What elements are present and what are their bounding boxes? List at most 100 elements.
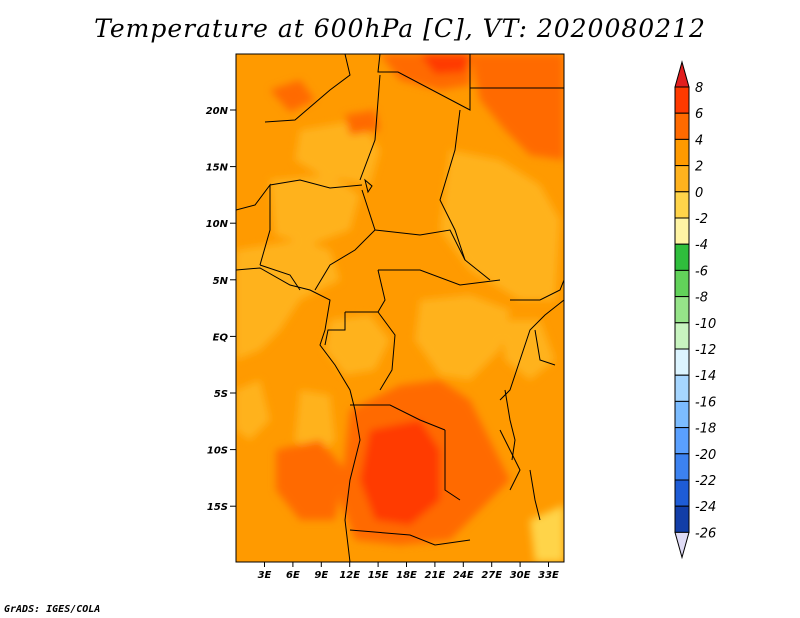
lat-tick-label: 15N [206, 163, 229, 174]
lon-tick-label: 6E [286, 570, 300, 581]
field-region-mozambique [530, 505, 564, 562]
colorbar-label: -8 [695, 291, 708, 306]
lat-tick-label: 5N [213, 276, 229, 287]
colorbar-segment [674, 86, 690, 114]
colorbar: 8 6 4 2 0 -2 -4 -6 -8 -10 -12 -14 -16 -18 -20 -22 -24 -26 [674, 60, 716, 560]
colorbar-label: 2 [695, 160, 703, 175]
field-region-egypt [470, 54, 564, 160]
field-region-nigeria [270, 175, 360, 245]
border-car-drc [378, 269, 501, 286]
latitude-axis: 20N 15N 10N 5N EQ 5S 10S 15S [206, 106, 236, 513]
colorbar-segment [674, 296, 690, 324]
lon-tick-label: 3E [258, 570, 272, 581]
colorbar-label: -6 [695, 264, 708, 279]
border-algeria-libya [264, 54, 351, 123]
field-region-north-core [420, 54, 470, 74]
colorbar-segment [674, 138, 690, 167]
border-chad-car [374, 229, 466, 261]
field-region-namibia-west [276, 440, 345, 520]
colorbar-label: -14 [695, 369, 716, 384]
border-niger-chad [359, 74, 381, 181]
colorbar-label: -12 [695, 343, 716, 358]
field-region-chad [295, 120, 380, 185]
lon-tick-label: 30E [510, 570, 531, 581]
lon-tick-label: 21E [425, 570, 446, 581]
colorbar-label: -24 [695, 500, 716, 515]
colorbar-label: -16 [695, 395, 716, 410]
temperature-field [236, 54, 564, 562]
border-niger-nigeria [269, 179, 363, 189]
field-region-west-sahel [236, 240, 340, 360]
colorbar-label: -18 [695, 422, 716, 437]
credit-label: GrADS: IGES/COLA [4, 604, 101, 615]
colorbar-segment [674, 165, 690, 193]
lake-malawi [529, 469, 541, 521]
border-cameroon-congo [345, 269, 386, 313]
colorbar-segment [674, 374, 690, 402]
lon-tick-label: 24E [453, 570, 474, 581]
map-title: Temperature at 600hPa [C], VT: 202008021… [94, 14, 706, 43]
map-frame [235, 53, 565, 563]
lat-tick-label: 10S [207, 446, 228, 457]
border-angola-zambia [444, 430, 461, 501]
colorbar-top-arrow [674, 60, 690, 88]
lon-tick-label: 12E [339, 570, 360, 581]
colorbar-label: 0 [695, 186, 703, 201]
colorbar-label: 8 [695, 81, 703, 96]
colorbar-segment [674, 427, 690, 455]
border-tanzania-zambia [499, 429, 521, 491]
colorbar-label: -26 [695, 526, 716, 541]
coastline-east [499, 299, 564, 401]
border-west-africa [236, 183, 271, 266]
lake-chad [364, 178, 373, 194]
colorbar-segment [674, 217, 690, 245]
border-nigeria-cameroon [314, 189, 376, 291]
field-region-libya-patch [345, 110, 380, 135]
coastline-west [236, 267, 361, 562]
colorbar-segment [674, 243, 690, 271]
border-east-africa [510, 279, 564, 301]
lake-tanganyika [504, 389, 516, 461]
colorbar-segment [674, 400, 690, 429]
lon-tick-label: 33E [538, 570, 559, 581]
field-region-zambia-core [360, 420, 440, 525]
field-region-sudan-east [440, 150, 560, 300]
colorbar-segment [674, 453, 690, 481]
longitude-axis: 3E 6E 9E 12E 15E 18E 21E 24E 27E 30E 33E [258, 562, 559, 581]
colorbar-label: -20 [695, 448, 716, 463]
lon-tick-label: 18E [396, 570, 417, 581]
border-guinea-coast [259, 264, 301, 291]
colorbar-label: 6 [695, 107, 703, 122]
colorbar-label: -4 [695, 238, 708, 253]
border-congo-drc [377, 311, 396, 391]
colorbar-segment [674, 348, 690, 376]
colorbar-label: 4 [695, 133, 703, 148]
colorbar-segment [674, 191, 690, 219]
border-libya-egypt [377, 54, 471, 111]
lat-tick-label: EQ [213, 332, 229, 343]
lat-tick-label: 20N [206, 106, 229, 117]
colorbar-label: -10 [695, 317, 716, 332]
colorbar-bottom-arrow [674, 531, 690, 560]
field-region-west-coast [236, 380, 270, 440]
lat-tick-label: 10N [206, 219, 229, 230]
colorbar-label: -2 [695, 212, 708, 227]
lat-tick-label: 15S [207, 502, 228, 513]
lat-tick-label: 5S [214, 389, 228, 400]
lon-tick-label: 27E [481, 570, 502, 581]
lon-tick-label: 9E [314, 570, 328, 581]
field-region-congo-basin [415, 295, 510, 380]
colorbar-segment [674, 269, 690, 298]
border-drc-angola [350, 404, 446, 431]
field-region-angola-coast [295, 390, 335, 460]
colorbar-segment [674, 322, 690, 350]
colorbar-segment [674, 479, 690, 507]
lon-tick-label: 15E [368, 570, 389, 581]
border-chad-sudan [439, 109, 491, 281]
colorbar-segment [674, 505, 690, 533]
border-angola-namibia [349, 529, 471, 546]
border-uganda-kenya [534, 329, 556, 366]
colorbar-segment [674, 112, 690, 140]
field-region-lake-victoria [500, 320, 555, 380]
